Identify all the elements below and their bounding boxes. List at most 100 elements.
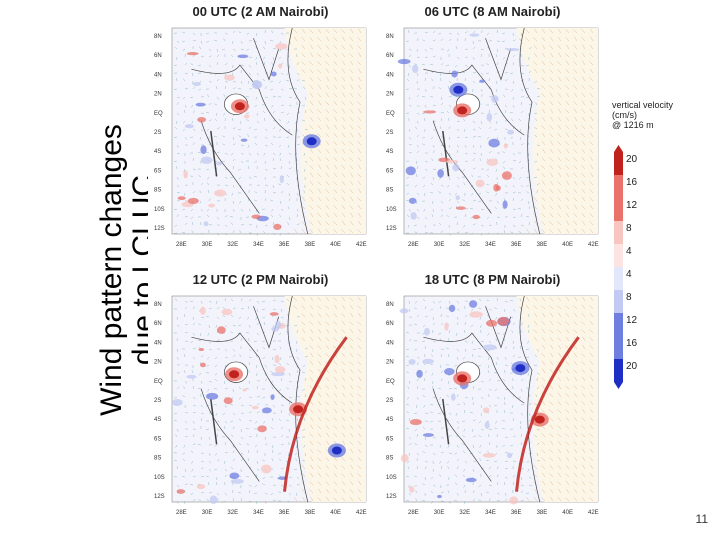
latitude-label: 12S (386, 226, 397, 232)
colorbar-tick-label: 12 (626, 315, 638, 326)
latitude-label: 8N (386, 302, 394, 308)
latitude-label: 6S (386, 168, 393, 174)
latitude-label: 4N (386, 72, 394, 78)
panel-title: 12 UTC (2 PM Nairobi) (192, 272, 329, 287)
colorbar-title-line: (cm/s) (612, 110, 637, 120)
latitude-label: EQ (154, 379, 163, 385)
longitude-label: 42E (356, 242, 367, 248)
wind-map: 8N 6N 4N 2N EQ 2S 4S 6S 8S 10S 12S 28E 30E 32E 34E 36E 3… (154, 27, 367, 248)
colorbar-segment (614, 313, 623, 336)
latitude-label: 6N (386, 53, 394, 59)
lake-tanganyika (210, 398, 218, 445)
longitude-label: 34E (485, 510, 496, 516)
colorbar-segment (614, 198, 623, 221)
lake-tanganyika (442, 130, 450, 177)
latitude-label: 6S (154, 168, 161, 174)
colorbar-title-line: @ 1216 m (612, 120, 654, 130)
latitude-label: 6N (386, 321, 394, 327)
latitude-label: 10S (154, 207, 165, 213)
colorbar-tick-label: 12 (626, 200, 638, 211)
longitude-label: 40E (562, 510, 573, 516)
colorbar-segment (614, 244, 623, 267)
longitude-label: 38E (305, 242, 316, 248)
velocity-patches (171, 306, 346, 505)
lake-tanganyika (442, 398, 450, 445)
longitude-label: 38E (305, 510, 316, 516)
latitude-label: 2N (154, 360, 162, 366)
country-borders (191, 27, 309, 235)
longitude-label: 38E (537, 242, 548, 248)
panel-12utc: 12 UTC (2 PM Nairobi) 8N 6N 4N 2N EQ 2S 4S 6S 8S… (148, 268, 373, 522)
colorbar-scale: 20 16 12 8 4 4 8 12 16 20 (614, 145, 638, 389)
colorbar-tick-label: 8 (626, 292, 632, 303)
longitude-label: 42E (588, 510, 599, 516)
colorbar-tick-label: 16 (626, 177, 638, 188)
latitude-label: 4S (386, 149, 393, 155)
colorbar-segment (614, 336, 623, 359)
panel-title: 06 UTC (8 AM Nairobi) (424, 4, 561, 19)
longitude-label: 38E (537, 510, 548, 516)
longitude-label: 40E (562, 242, 573, 248)
colorbar-tick-label: 20 (626, 154, 638, 165)
longitude-label: 30E (202, 510, 213, 516)
longitude-label: 34E (253, 242, 264, 248)
latitude-label: 12S (386, 494, 397, 500)
longitude-label: 40E (330, 242, 341, 248)
latitude-label: 4S (154, 149, 161, 155)
latitude-label: 4S (386, 417, 393, 423)
latitude-label: 2N (154, 92, 162, 98)
latitude-label: 4N (154, 340, 162, 346)
page-number: 11 (695, 512, 708, 526)
latitude-label: 2S (154, 130, 161, 136)
ocean-area (516, 28, 598, 234)
colorbar-tick-label: 4 (626, 269, 632, 280)
latitude-label: 8N (386, 34, 394, 40)
wind-map: 8N 6N 4N 2N EQ 2S 4S 6S 8S 10S 12S 28E 30E 32E 34E 36E 3… (386, 295, 599, 516)
longitude-label: 32E (459, 242, 470, 248)
latitude-label: 12S (154, 226, 165, 232)
panel-title: 00 UTC (2 AM Nairobi) (192, 4, 329, 19)
latitude-label: 8S (154, 188, 161, 194)
latitude-label: EQ (154, 111, 163, 117)
latitude-label: 2S (386, 130, 393, 136)
latitude-label: 6N (154, 53, 162, 59)
longitude-label: 36E (511, 242, 522, 248)
longitude-label: 42E (356, 510, 367, 516)
latitude-label: 4N (154, 72, 162, 78)
wind-vectors (406, 296, 594, 504)
lake-tanganyika (210, 130, 218, 177)
wind-map: 8N 6N 4N 2N EQ 2S 4S 6S 8S 10S 12S 28E 30E 32E 34E 36E 3… (386, 27, 599, 248)
ocean-area (284, 28, 366, 234)
country-borders (423, 295, 541, 503)
longitude-label: 30E (434, 242, 445, 248)
latitude-label: 2S (386, 398, 393, 404)
colorbar-segment (614, 359, 623, 382)
latitude-label: 8S (386, 456, 393, 462)
colorbar-segment (614, 175, 623, 198)
latitude-label: 6N (154, 321, 162, 327)
longitude-label: 40E (330, 510, 341, 516)
wind-map: 8N 6N 4N 2N EQ 2S 4S 6S 8S 10S 12S 28E 30E 32E 34E 36E 3… (154, 295, 367, 516)
colorbar-title: vertical velocity (cm/s) @ 1216 m (612, 100, 673, 130)
panel-06utc: 06 UTC (8 AM Nairobi) 8N 6N 4N 2N EQ 2S 4S 6S 8S… (380, 0, 605, 254)
longitude-label: 30E (434, 510, 445, 516)
longitude-label: 28E (176, 510, 187, 516)
colorbar-segment (614, 290, 623, 313)
coastal-convergence-band (515, 336, 580, 492)
colorbar-title-line: vertical velocity (612, 100, 674, 110)
colorbar-segment (614, 221, 623, 244)
longitude-label: 34E (485, 242, 496, 248)
latitude-label: EQ (386, 379, 395, 385)
latitude-label: 4S (154, 417, 161, 423)
longitude-label: 34E (253, 510, 264, 516)
latitude-label: 12S (154, 494, 165, 500)
panel-title: 18 UTC (8 PM Nairobi) (424, 272, 561, 287)
latitude-label: 8S (154, 456, 161, 462)
latitude-label: 6S (154, 436, 161, 442)
latitude-label: 10S (154, 475, 165, 481)
latitude-label: 8N (154, 302, 162, 308)
colorbar-tick-label: 8 (626, 223, 632, 234)
title-line-1: Wind pattern changes (95, 124, 128, 416)
longitude-label: 28E (176, 242, 187, 248)
longitude-label: 28E (408, 510, 419, 516)
